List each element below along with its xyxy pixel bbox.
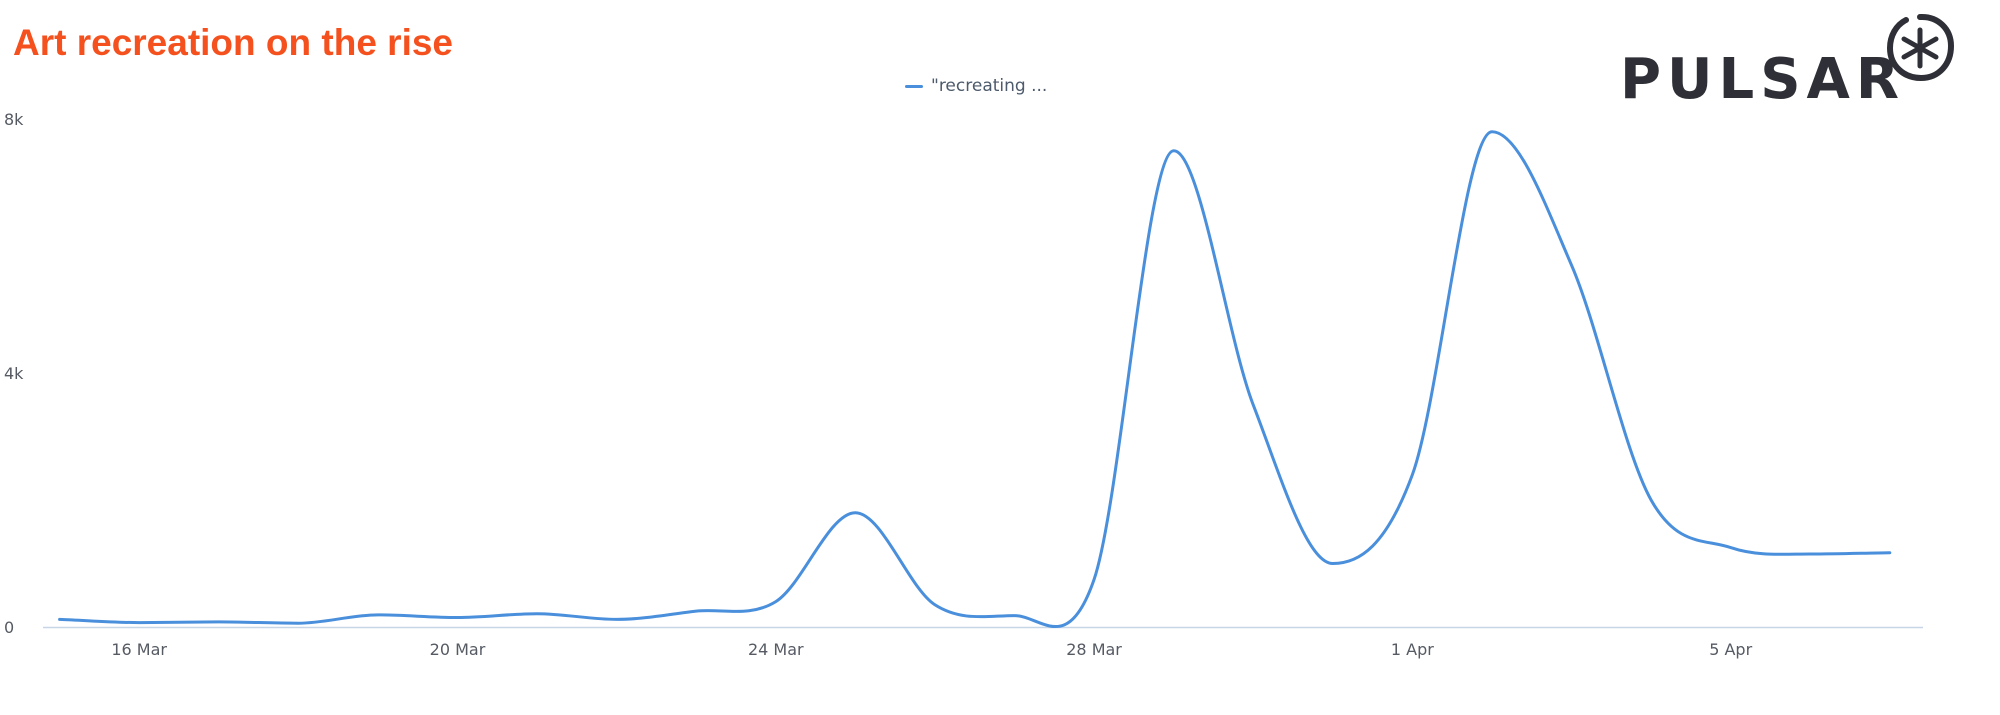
legend-swatch <box>905 84 923 88</box>
chart-title: Art recreation on the rise <box>13 22 454 63</box>
x-axis: 16 Mar 20 Mar 24 Mar 28 Mar 1 Apr 5 Apr <box>111 640 1752 659</box>
x-tick-label: 24 Mar <box>748 640 804 659</box>
logo-text: PULSAR <box>1620 47 1905 112</box>
x-tick-label: 1 Apr <box>1391 640 1434 659</box>
series-line[interactable] <box>58 130 1892 628</box>
asterisk-circle-icon <box>1886 13 1955 82</box>
pulsar-logo: PULSAR <box>1620 12 1960 112</box>
y-tick-label: 8k <box>4 110 24 129</box>
y-tick-label: 4k <box>4 364 24 383</box>
y-axis: 0 4k 8k <box>4 110 24 637</box>
chart-legend[interactable]: "recreating ... <box>905 76 1047 96</box>
x-tick-label: 5 Apr <box>1709 640 1752 659</box>
x-tick-label: 16 Mar <box>111 640 167 659</box>
x-tick-label: 28 Mar <box>1066 640 1122 659</box>
x-tick-label: 20 Mar <box>430 640 486 659</box>
legend-label: "recreating ... <box>931 76 1048 96</box>
y-tick-label: 0 <box>4 618 14 637</box>
